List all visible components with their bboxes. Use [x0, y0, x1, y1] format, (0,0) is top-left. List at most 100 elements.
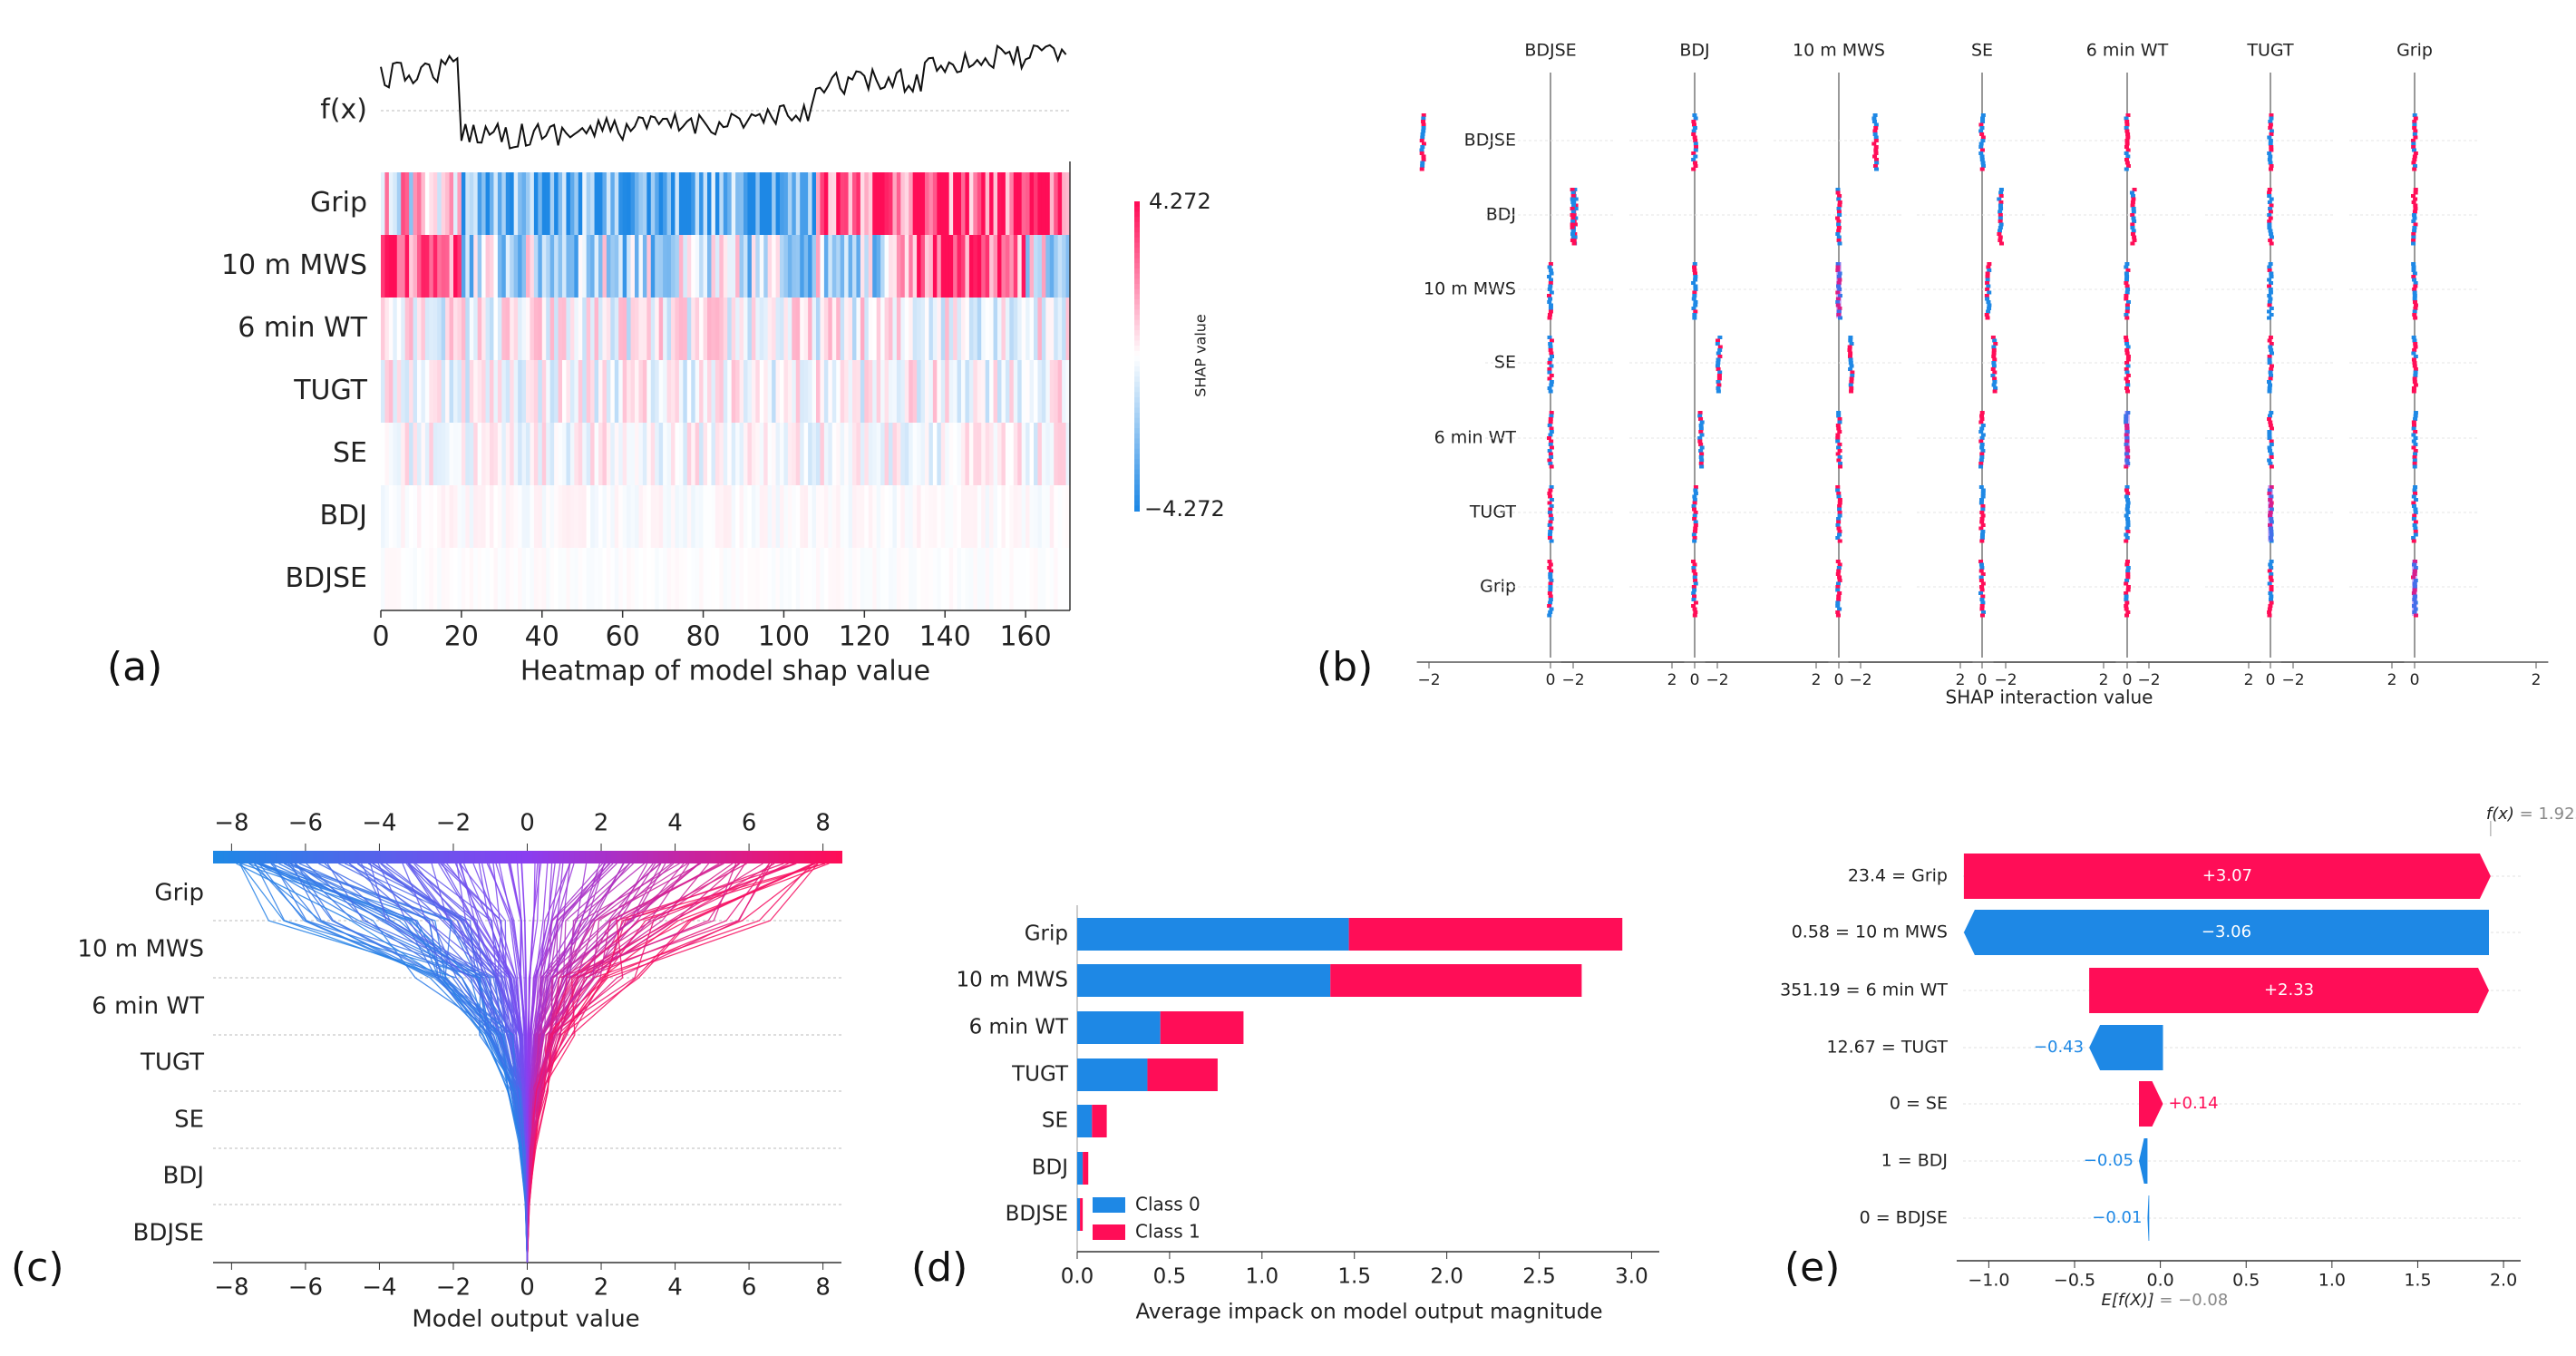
heatmap-cell: [945, 235, 950, 298]
heatmap-cell: [686, 235, 692, 298]
interaction-dot: [2268, 161, 2273, 165]
heatmap-cell: [900, 423, 906, 485]
colorbar-segment: [1134, 350, 1140, 357]
x-tick-label: 0.0: [2147, 1271, 2174, 1291]
interaction-dot: [1693, 145, 1698, 149]
x-tick-label: 1.5: [2404, 1271, 2431, 1291]
heatmap-cell: [945, 360, 950, 423]
heatmap-cell: [896, 235, 901, 298]
heatmap-cell: [473, 298, 479, 360]
interaction-dot: [2124, 411, 2130, 467]
heatmap-cell: [490, 548, 495, 610]
colorbar-segment: [1134, 325, 1140, 332]
interaction-dot: [1693, 485, 1698, 489]
heatmap-cell: [518, 548, 523, 610]
interaction-dot: [1548, 309, 1553, 314]
category-label: SE: [1042, 1109, 1068, 1133]
bar-class-1: [1083, 1152, 1089, 1185]
heatmap-cell: [1001, 235, 1006, 298]
heatmap-cell: [635, 485, 640, 548]
heatmap-cell: [513, 360, 519, 423]
interaction-dot: [2267, 188, 2272, 191]
colorbar-segment: [365, 851, 372, 863]
interaction-dot: [1548, 581, 1553, 586]
interaction-dot: [1419, 139, 1424, 142]
interaction-dot: [2124, 591, 2129, 595]
interaction-dot: [2124, 526, 2130, 531]
interaction-dot: [1837, 532, 1842, 537]
interaction-dot: [1979, 613, 1985, 618]
interaction-dot: [1873, 139, 1879, 142]
heatmap-cell: [384, 548, 390, 610]
interaction-dot: [2125, 517, 2131, 521]
interaction-dot: [1836, 210, 1842, 214]
heatmap-cell: [937, 360, 942, 423]
heatmap-cell: [424, 235, 430, 298]
interaction-dot: [1570, 207, 1575, 210]
top-tick-label: −6: [288, 810, 323, 837]
decision-line: [526, 863, 818, 1263]
heatmap-cell: [727, 423, 733, 485]
interaction-dot: [1991, 364, 1997, 368]
interaction-dot: [2131, 207, 2136, 210]
colorbar-segment: [244, 851, 251, 863]
heatmap-cell: [421, 423, 426, 485]
heatmap-cell: [461, 235, 466, 298]
heatmap-cell: [904, 548, 909, 610]
decision-line: [526, 863, 737, 1263]
heatmap-cell: [441, 548, 446, 610]
interaction-dot: [1980, 449, 1986, 453]
heatmap-cell: [856, 172, 861, 235]
heatmap-cell: [723, 485, 728, 548]
interaction-dot: [2124, 145, 2129, 149]
interaction-dot: [1692, 562, 1697, 567]
heatmap-cell: [780, 172, 785, 235]
heatmap-cell: [772, 235, 777, 298]
heatmap-cell: [884, 485, 889, 548]
interaction-dot: [2124, 158, 2129, 161]
heatmap-cell: [823, 235, 829, 298]
heatmap-cell: [1026, 423, 1031, 485]
interaction-dot: [2412, 122, 2417, 127]
interaction-dot: [1693, 154, 1698, 159]
interaction-dot: [1992, 370, 1998, 375]
x-tick-label: 2: [2532, 671, 2542, 689]
interaction-dot: [1548, 598, 1553, 601]
interaction-dot: [2412, 338, 2417, 343]
colorbar-segment: [538, 851, 544, 863]
heatmap-cell: [614, 298, 619, 360]
heatmap-cell: [658, 548, 664, 610]
heatmap-cell: [973, 485, 978, 548]
interaction-dot: [1420, 161, 1425, 165]
interaction-dot: [2268, 370, 2273, 375]
heatmap-cell: [993, 360, 998, 423]
colorbar-segment: [1134, 490, 1140, 496]
interaction-dot: [1835, 610, 1841, 614]
colorbar-segment: [491, 851, 497, 863]
heatmap-cell: [783, 235, 789, 298]
heatmap-cell: [751, 298, 756, 360]
interaction-dot: [2269, 536, 2274, 540]
interaction-dot: [2411, 141, 2416, 146]
interaction-dot: [1836, 520, 1842, 524]
colorbar-segment: [521, 851, 529, 863]
heatmap-cell: [598, 548, 604, 610]
colorbar-segment: [228, 851, 236, 863]
heatmap-cell: [917, 360, 922, 423]
heatmap-cell: [852, 235, 858, 298]
interaction-dot: [2124, 458, 2130, 463]
colorbar-segment: [610, 851, 617, 863]
interaction-dot: [1980, 492, 1986, 495]
interaction-dot: [2411, 575, 2416, 580]
interaction-dot: [2411, 501, 2416, 505]
interaction-dot: [2267, 445, 2272, 450]
interaction-dot: [2412, 364, 2417, 368]
heatmap-cell: [590, 235, 596, 298]
interaction-dot: [1998, 216, 2003, 220]
heatmap-cell: [433, 548, 438, 610]
heatmap-cell: [719, 485, 724, 548]
interaction-dot: [2268, 485, 2273, 541]
heatmap-cell: [1021, 235, 1026, 298]
heatmap-cell: [755, 172, 761, 235]
